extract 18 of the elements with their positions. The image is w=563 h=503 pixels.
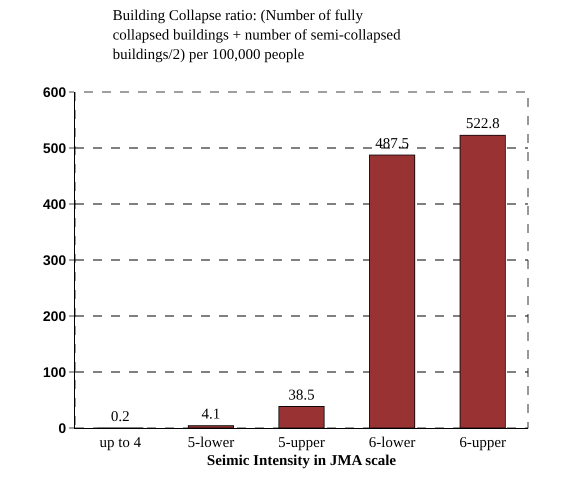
x-tick-label: 5-upper bbox=[278, 435, 325, 451]
y-tick-label: 600 bbox=[42, 84, 66, 100]
data-label: 38.5 bbox=[288, 387, 315, 404]
x-tick-label: 6-upper bbox=[459, 435, 506, 451]
data-label: 0.2 bbox=[110, 408, 130, 425]
y-tick-label: 0 bbox=[58, 420, 66, 436]
y-tick-label: 200 bbox=[42, 308, 66, 324]
x-axis-title: Seimic Intensity in JMA scale bbox=[206, 453, 396, 469]
y-tick-label: 500 bbox=[42, 140, 66, 156]
data-label: 522.8 bbox=[466, 116, 500, 132]
y-tick-label: 400 bbox=[42, 196, 66, 212]
x-tick-label: 6-lower bbox=[368, 435, 416, 451]
chart-title: Building Collapse ratio: (Number of fully collapsed buildings + number of semi-collapsed buildings/2) per 100,000 people bbox=[112, 8, 402, 64]
data-label: 4.1 bbox=[202, 406, 220, 423]
x-tick-label: up to 4 bbox=[99, 435, 142, 451]
y-tick-label: 100 bbox=[42, 364, 66, 380]
y-tick-label: 300 bbox=[42, 252, 66, 268]
x-tick-label: 5-lower bbox=[188, 435, 234, 451]
